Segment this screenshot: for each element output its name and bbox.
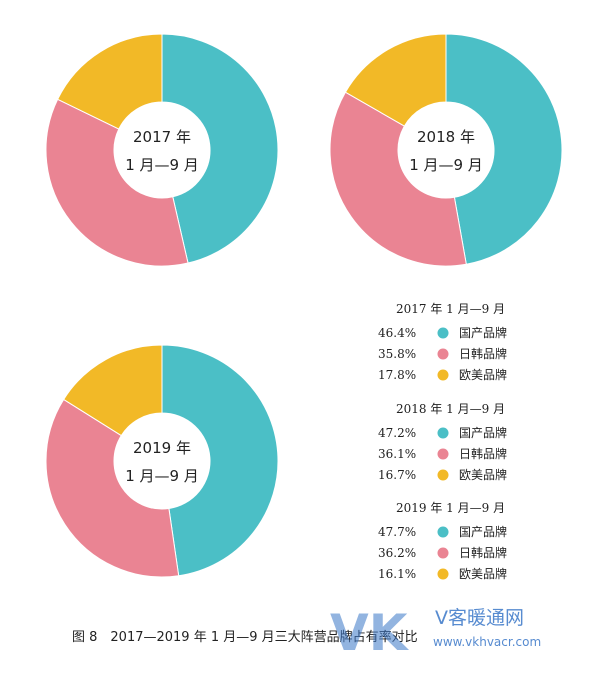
legend-title: 2017 年 1 月—9 月: [396, 302, 505, 316]
legend-label: 国产品牌: [459, 326, 507, 340]
donut-center-label: 2017 年: [133, 128, 191, 146]
legend-swatch: [437, 327, 449, 339]
legend-percent: 16.7%: [378, 468, 416, 482]
legend-title: 2018 年 1 月—9 月: [396, 402, 505, 416]
legend-percent: 47.2%: [378, 426, 416, 440]
donut-slice-2-1: [445, 33, 563, 265]
donut-chart-2: 2018 年 1 月—9 月: [329, 33, 563, 267]
legend-title: 2019 年 1 月—9 月: [396, 501, 505, 515]
donut-center-label: 1 月—9 月: [125, 156, 199, 174]
legend-label: 日韩品牌: [459, 346, 507, 361]
legend-label: 国产品牌: [459, 426, 507, 440]
legend-label: 欧美品牌: [459, 468, 507, 482]
donut-center-label: 1 月—9 月: [125, 467, 199, 485]
donut-slice-1-1: [161, 33, 279, 264]
donut-chart-3: 2019 年 1 月—9 月: [45, 344, 279, 578]
legend-block-1: 2017 年 1 月—9 月 46.4% 国产品牌 35.8% 日韩品牌 17.8% 欧美品…: [378, 302, 507, 382]
legend-swatch: [437, 369, 449, 381]
legend-label: 日韩品牌: [459, 446, 507, 461]
donut-slice-1-2: [45, 98, 189, 267]
legend-block-3: 2019 年 1 月—9 月 47.7% 国产品牌 36.2% 日韩品牌 16.1% 欧美品…: [378, 501, 507, 581]
legend-label: 欧美品牌: [459, 567, 507, 581]
watermark-logo: VK: [330, 604, 410, 662]
donut-slice-2-3: [344, 33, 447, 127]
figure-caption: 图 8 2017—2019 年 1 月—9 月三大阵营品牌占有率对比: [72, 629, 418, 645]
legend-percent: 36.1%: [378, 447, 416, 461]
legend-percent: 35.8%: [378, 347, 416, 361]
legend-swatch: [437, 568, 449, 580]
legend-percent: 36.2%: [378, 546, 416, 560]
legend-label: 欧美品牌: [459, 368, 507, 382]
legend-block-2: 2018 年 1 月—9 月 47.2% 国产品牌 36.1% 日韩品牌 16.7% 欧美品…: [378, 402, 507, 482]
legend-percent: 16.1%: [378, 567, 416, 581]
legend-swatch: [437, 526, 449, 538]
legend-label: 国产品牌: [459, 525, 507, 539]
legend-swatch: [437, 348, 449, 360]
watermark-url: www.vkhvacr.com: [433, 635, 541, 649]
legend-percent: 47.7%: [378, 525, 416, 539]
watermark: VK V客暖通网 www.vkhvacr.com: [330, 604, 541, 662]
donut-slice-3-2: [45, 398, 180, 578]
legend-swatch: [437, 547, 449, 559]
donut-slice-1-3: [57, 33, 163, 130]
donut-center-label: 2018 年: [417, 128, 475, 146]
donut-chart-1: 2017 年 1 月—9 月: [45, 33, 279, 267]
donut-slice-3-1: [161, 344, 279, 577]
legend-percent: 46.4%: [378, 326, 416, 340]
donut-slice-3-3: [62, 344, 163, 437]
watermark-site-name: V客暖通网: [435, 607, 524, 629]
legend-label: 日韩品牌: [459, 545, 507, 560]
legend-swatch: [437, 469, 449, 481]
legend-panel: 2017 年 1 月—9 月 46.4% 国产品牌 35.8% 日韩品牌 17.8% 欧美品…: [378, 302, 507, 581]
legend-percent: 17.8%: [378, 368, 416, 382]
legend-swatch: [437, 427, 449, 439]
donut-charts: 2017 年 1 月—9 月 2018 年 1 月—9 月 2019 年 1 月—9 月: [45, 33, 563, 578]
donut-center-label: 1 月—9 月: [409, 156, 483, 174]
donut-slice-2-2: [329, 91, 467, 267]
legend-swatch: [437, 448, 449, 460]
donut-center-label: 2019 年: [133, 439, 191, 457]
